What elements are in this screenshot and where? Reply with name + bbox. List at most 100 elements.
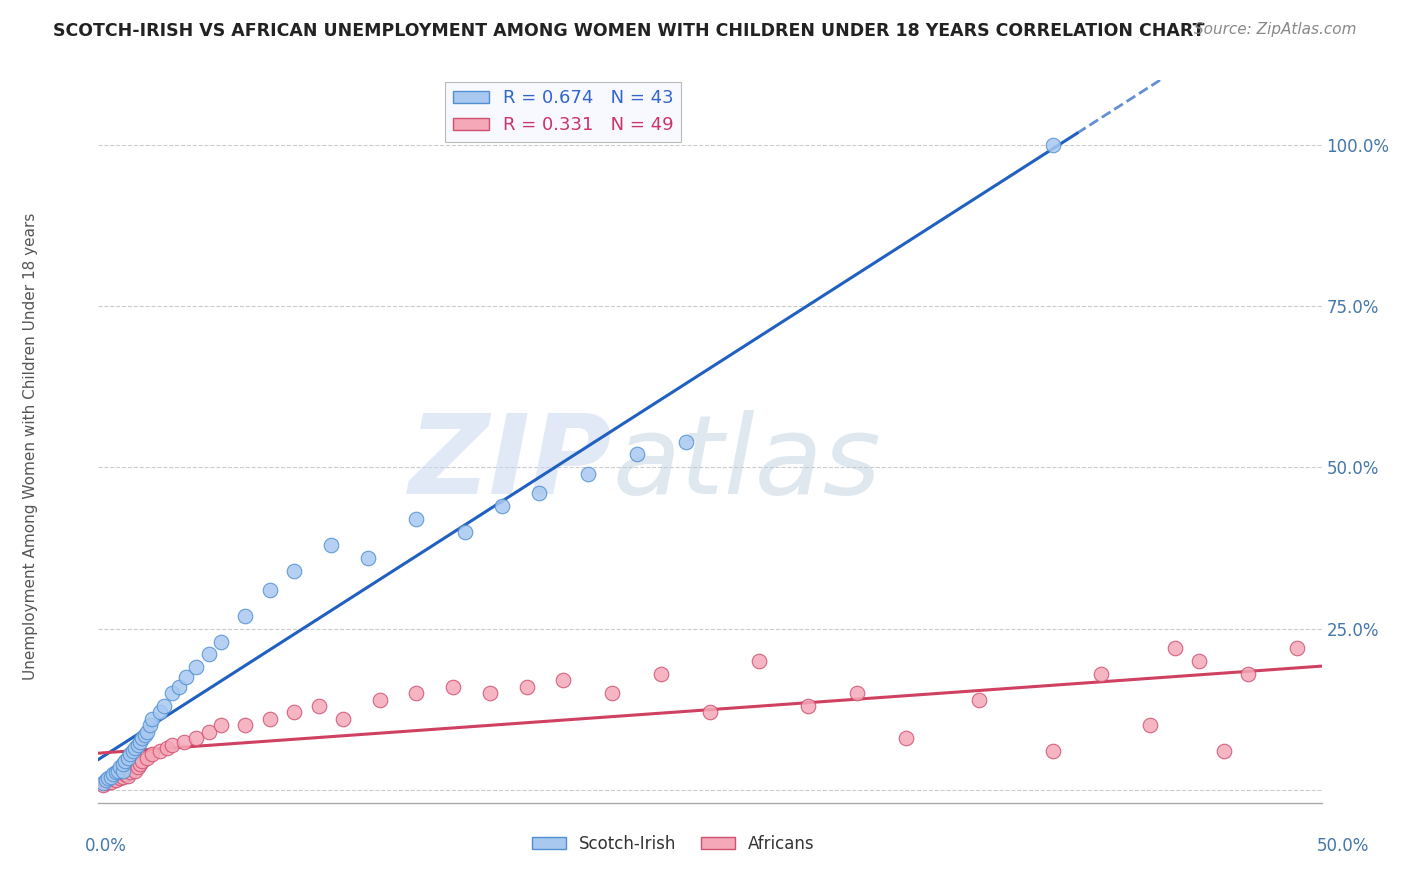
Point [141, 747, 163, 762]
Point [100, 775, 122, 789]
Text: Source: ZipAtlas.com: Source: ZipAtlas.com [1194, 22, 1357, 37]
Point [1042, 744, 1064, 758]
Point [104, 764, 127, 779]
Text: 50.0%: 50.0% [1316, 837, 1369, 855]
Point [129, 757, 152, 772]
Point [576, 467, 599, 481]
Point [97, 772, 120, 786]
Point [104, 773, 127, 788]
Point [600, 686, 623, 700]
Point [1188, 654, 1211, 668]
Point [1139, 718, 1161, 732]
Point [515, 680, 537, 694]
Point [110, 772, 132, 786]
Point [139, 718, 162, 732]
Point [209, 634, 232, 648]
Point [1212, 744, 1234, 758]
Point [131, 731, 153, 746]
Text: Unemployment Among Women with Children Under 18 years: Unemployment Among Women with Children U… [24, 212, 38, 680]
Point [117, 769, 139, 783]
Point [454, 524, 477, 539]
Point [153, 699, 176, 714]
Point [110, 760, 132, 774]
Point [491, 499, 513, 513]
Point [553, 673, 575, 688]
Point [111, 764, 134, 778]
Point [186, 731, 208, 746]
Point [101, 766, 124, 780]
Point [160, 738, 183, 752]
Point [176, 670, 198, 684]
Point [259, 712, 281, 726]
Point [127, 760, 149, 774]
Point [967, 692, 990, 706]
Point [124, 741, 146, 756]
Point [405, 512, 427, 526]
Point [149, 744, 172, 758]
Point [129, 734, 152, 748]
Point [141, 712, 163, 726]
Point [127, 738, 149, 752]
Point [233, 718, 256, 732]
Point [527, 486, 550, 500]
Point [675, 434, 697, 449]
Point [124, 764, 146, 778]
Point [131, 754, 153, 768]
Point [405, 686, 427, 700]
Point [319, 538, 342, 552]
Point [1042, 137, 1064, 152]
Point [1237, 666, 1260, 681]
Point [120, 764, 142, 779]
Point [748, 654, 770, 668]
Point [1164, 640, 1187, 655]
Point [1286, 640, 1309, 655]
Point [121, 744, 143, 758]
Point [107, 764, 129, 778]
Point [136, 724, 159, 739]
Point [197, 648, 219, 662]
Point [100, 770, 122, 784]
Point [149, 706, 172, 720]
Point [94, 776, 117, 790]
Point [167, 680, 190, 694]
Point [173, 734, 195, 748]
Point [197, 724, 219, 739]
Point [797, 699, 820, 714]
Point [117, 750, 139, 764]
Point [94, 773, 117, 788]
Point [845, 686, 868, 700]
Point [283, 706, 305, 720]
Point [894, 731, 917, 746]
Point [209, 718, 232, 732]
Point [120, 747, 142, 762]
Point [136, 750, 159, 764]
Point [111, 757, 134, 772]
Point [699, 706, 721, 720]
Point [156, 741, 179, 756]
Point [233, 608, 256, 623]
Point [114, 766, 136, 780]
Point [186, 660, 208, 674]
Point [283, 564, 305, 578]
Point [111, 770, 134, 784]
Point [650, 666, 672, 681]
Text: ZIP: ZIP [409, 409, 612, 516]
Point [91, 776, 114, 790]
Point [626, 447, 648, 461]
Point [478, 686, 501, 700]
Point [308, 699, 330, 714]
Point [160, 686, 183, 700]
Point [91, 778, 114, 792]
Point [114, 754, 136, 768]
Point [134, 728, 156, 742]
Text: SCOTCH-IRISH VS AFRICAN UNEMPLOYMENT AMONG WOMEN WITH CHILDREN UNDER 18 YEARS CO: SCOTCH-IRISH VS AFRICAN UNEMPLOYMENT AMO… [53, 22, 1205, 40]
Point [332, 712, 354, 726]
Point [1090, 666, 1112, 681]
Text: 0.0%: 0.0% [84, 837, 127, 855]
Point [368, 692, 391, 706]
Point [441, 680, 464, 694]
Point [259, 582, 281, 597]
Text: atlas: atlas [612, 409, 880, 516]
Point [356, 550, 378, 565]
Legend: Scotch-Irish, Africans: Scotch-Irish, Africans [526, 828, 821, 860]
